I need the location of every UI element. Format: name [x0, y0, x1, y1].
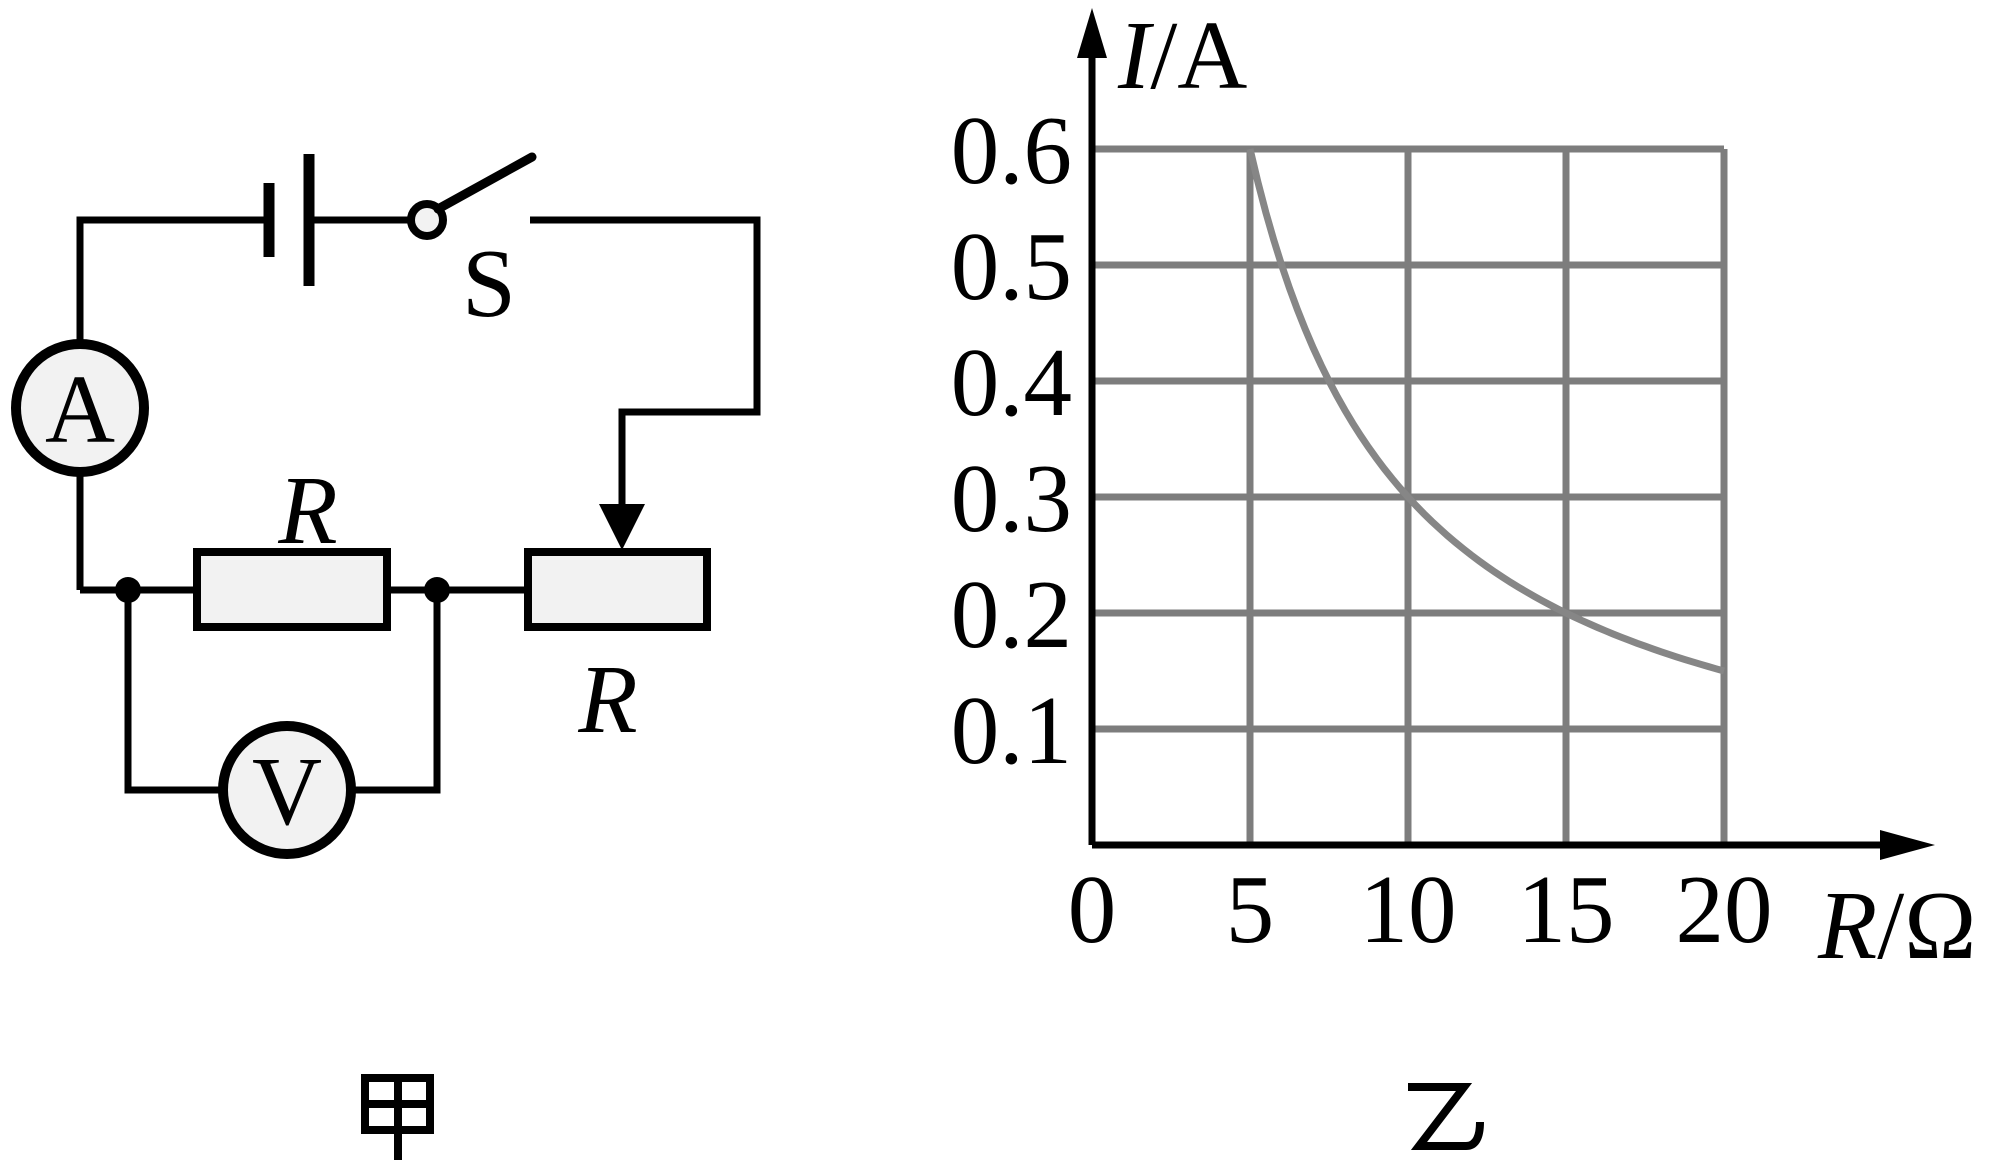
switch: S	[407, 152, 537, 337]
rheostat-body	[524, 548, 711, 631]
y-axis-variable: I	[1117, 2, 1155, 109]
junction-node-left	[115, 577, 141, 603]
wire-voltmeter-right	[351, 590, 441, 794]
y-tick-label: 0.1	[951, 677, 1072, 784]
ammeter-label: A	[45, 356, 115, 463]
x-axis-variable: R	[1817, 872, 1877, 979]
voltmeter-circle	[218, 721, 356, 859]
ir-chart: 0.60.50.40.30.20.1 0 5 10 15 20 I/A R/Ω	[951, 2, 1977, 979]
wire-voltmeter-left	[124, 590, 223, 794]
x-axis-unit: /Ω	[1877, 872, 1976, 979]
fixed-resistor-body	[193, 548, 391, 631]
fixed-resistor-label: R	[277, 457, 337, 564]
battery	[263, 154, 315, 286]
y-axis-title: I/A	[1117, 2, 1247, 109]
circuit-diagram: S A V R R	[11, 152, 761, 859]
y-axis-arrow	[1077, 8, 1107, 58]
y-tick-label: 0.3	[951, 445, 1072, 552]
x-tick-label: 15	[1518, 856, 1615, 963]
switch-blade	[433, 152, 537, 214]
chart-curve	[1246, 148, 1725, 675]
wire-battery-to-ammeter	[76, 216, 264, 344]
rheostat-label: R	[577, 646, 637, 753]
y-tick-label: 0.6	[951, 97, 1072, 204]
ammeter: A	[11, 339, 149, 477]
wire-switch-to-slider	[530, 216, 761, 508]
switch-label: S	[462, 230, 516, 337]
junction-node-right	[424, 577, 450, 603]
voltmeter-label: V	[252, 738, 322, 845]
x-tick-label: 10	[1360, 856, 1457, 963]
x-tick-label: 0	[1068, 856, 1117, 963]
x-axis-title: R/Ω	[1817, 872, 1976, 979]
ammeter-circle	[11, 339, 149, 477]
right-caption-glyph-yi	[1408, 1083, 1484, 1150]
right-caption	[1408, 1083, 1484, 1150]
y-axis-unit: /A	[1150, 2, 1247, 109]
x-tick-label: 20	[1676, 856, 1773, 963]
chart-tick-labels: 0.60.50.40.30.20.1 0 5 10 15 20	[951, 97, 1773, 963]
y-tick-label: 0.4	[951, 329, 1072, 436]
y-tick-label: 0.2	[951, 561, 1072, 668]
left-caption	[361, 1074, 434, 1160]
voltmeter: V	[218, 721, 356, 859]
x-axis-arrow	[1880, 830, 1935, 860]
rheostat-slider-arrow	[599, 504, 645, 550]
rheostat: R	[524, 504, 711, 753]
y-tick-label: 0.5	[951, 213, 1072, 320]
fixed-resistor: R	[193, 457, 391, 631]
left-caption-glyph-jia	[361, 1074, 434, 1160]
x-tick-label: 5	[1226, 856, 1275, 963]
